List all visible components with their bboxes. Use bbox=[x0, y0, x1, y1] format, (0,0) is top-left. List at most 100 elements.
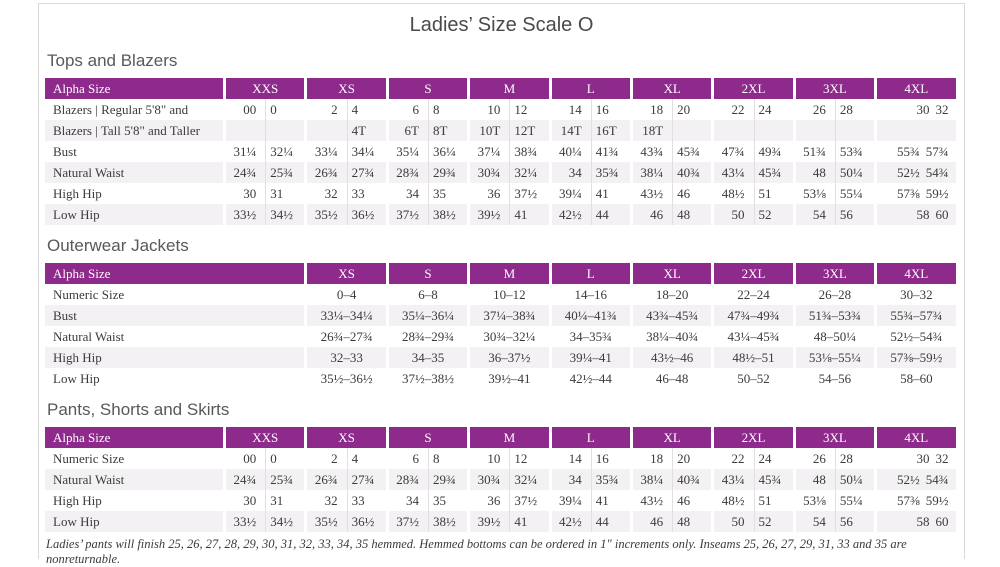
footnote-text: Ladies’ pants will finish 25, 26, 27, 28… bbox=[46, 537, 907, 566]
size-range-cell: 48½–51 bbox=[714, 347, 793, 368]
size-value: 54¾ bbox=[925, 165, 949, 180]
table-row: Natural Waist 24¾ 25¾ 26¾ 27¾ 28¾ 29¾ 30¾ 32¼ 34 3… bbox=[45, 469, 958, 490]
row-label-cell: Low Hip bbox=[53, 371, 100, 386]
size-range-cell: 39¼–41 bbox=[551, 347, 630, 368]
size-header-cell: 4XL bbox=[877, 78, 956, 99]
table-row: High Hip 32–33 34–35 36–37½ 39¼–41 43½–46 48½–… bbox=[45, 347, 958, 368]
table-row: High Hip 30 31 32 33 34 35 36 37½ 39¼ 41 43½ 46 48½ 51… bbox=[45, 183, 958, 204]
size-pair-cell: 28¾ 29¾ bbox=[388, 469, 468, 490]
size-value: 28 bbox=[834, 448, 874, 469]
size-pair-cell: 33¼ 34¼ bbox=[307, 141, 385, 162]
size-value: 12 bbox=[509, 448, 548, 469]
size-value: 8 bbox=[427, 448, 467, 469]
size-pair-cell: 36 37½ bbox=[470, 183, 548, 204]
size-pair-cell: 50 52 bbox=[714, 204, 793, 225]
size-value: 27¾ bbox=[346, 162, 386, 183]
size-value: 14T bbox=[560, 123, 582, 138]
size-value: 52 bbox=[753, 204, 793, 225]
size-value: 0 bbox=[265, 448, 304, 469]
size-pair-cell: 14 16 bbox=[552, 448, 630, 469]
size-header-cell: S bbox=[388, 263, 468, 284]
size-value: 60 bbox=[935, 514, 949, 529]
size-pair-cell: 57⅜ 59½ bbox=[877, 183, 955, 204]
size-pair-cell: 26 28 bbox=[796, 448, 874, 469]
size-pair-cell: 58 60 bbox=[877, 204, 956, 225]
size-value: 52½ bbox=[897, 472, 920, 487]
size-pair-cell: 30 32 bbox=[877, 448, 955, 469]
size-header-cell: 4XL bbox=[877, 263, 956, 284]
size-pair-cell: 26¾ 27¾ bbox=[307, 469, 386, 490]
size-value: 34½ bbox=[265, 511, 304, 532]
section-pants: Pants, Shorts and Skirts Alpha Size XXS XS S… bbox=[45, 400, 958, 532]
size-value: 6 bbox=[412, 451, 419, 466]
size-value: 26 bbox=[812, 102, 826, 117]
size-table-pants: Alpha Size XXS XS S M L XL 2XL 3XL 4XL Numeric Siz… bbox=[45, 427, 958, 532]
size-range-cell: 28¾–29¾ bbox=[401, 329, 454, 344]
size-pair-cell: 34 35¾ bbox=[551, 469, 630, 490]
size-pair-cell: 10 12 bbox=[470, 448, 548, 469]
size-value: 27¾ bbox=[346, 469, 386, 490]
size-pair-cell: 24¾ 25¾ bbox=[226, 469, 305, 490]
size-value: 36 bbox=[487, 493, 501, 508]
size-range-cell: 22–24 bbox=[737, 287, 770, 302]
size-range-cell: 30¾–32¼ bbox=[483, 329, 536, 344]
size-value: 18 bbox=[650, 102, 664, 117]
size-value: 16T bbox=[590, 120, 630, 141]
size-pair-cell: 39½ 41 bbox=[470, 511, 549, 532]
table-row: Bust 33¼–34¼ 35¼–36¼ 37¼–38¾ 40¼–41¾ 43¾–45¾ 4… bbox=[45, 305, 958, 326]
table-row: Bust 31¼ 32¼ 33¼ 34¼ 35¼ 36¼ 37¼ 38¾ 40¼ 41¾ 43¾ 45¾… bbox=[45, 141, 958, 162]
size-value: 60 bbox=[935, 207, 949, 222]
size-pair-cell: 33½ 34½ bbox=[226, 511, 305, 532]
size-pair-cell: 36 37½ bbox=[470, 490, 548, 511]
size-range-cell: 43¼–45¾ bbox=[727, 329, 780, 344]
size-value: 30 bbox=[916, 451, 930, 466]
size-header-cell: XL bbox=[632, 78, 712, 99]
size-pair-cell: 54 56 bbox=[795, 204, 875, 225]
size-value: 32 bbox=[935, 451, 949, 466]
size-value bbox=[672, 120, 711, 141]
size-value bbox=[265, 120, 304, 141]
size-value: 45¾ bbox=[753, 469, 793, 490]
size-range-cell: 55¾–57¾ bbox=[877, 305, 956, 326]
size-pair-cell: 43½ 46 bbox=[633, 490, 711, 511]
size-pair-cell: 51¾ 53¾ bbox=[796, 141, 874, 162]
size-pair-cell: 18 20 bbox=[633, 99, 711, 120]
size-pair-cell: 31¼ 32¼ bbox=[226, 141, 304, 162]
size-value: 43¼ bbox=[721, 165, 745, 180]
size-value: 57⅜ bbox=[897, 186, 920, 201]
size-pair-cell: 35¼ 36¼ bbox=[389, 141, 467, 162]
size-pair-cell: 38¼ 40¾ bbox=[632, 162, 712, 183]
size-range-cell: 42½–44 bbox=[569, 371, 612, 386]
size-pair-cell: 28¾ 29¾ bbox=[388, 162, 468, 183]
size-pair-cell: 39¼ 41 bbox=[552, 490, 630, 511]
size-header-cell: 2XL bbox=[714, 427, 793, 448]
size-value: 28¾ bbox=[396, 472, 419, 487]
size-value: 54¾ bbox=[925, 472, 949, 487]
size-value: 20 bbox=[672, 448, 711, 469]
size-header-cell: L bbox=[551, 78, 630, 99]
size-pair-cell: 58 60 bbox=[877, 511, 956, 532]
size-value: 42½ bbox=[559, 207, 582, 222]
size-value: 34½ bbox=[265, 204, 304, 225]
size-value: 40¼ bbox=[559, 144, 582, 159]
size-value: 43½ bbox=[640, 186, 664, 201]
size-value: 24 bbox=[753, 99, 793, 120]
size-range-cell: 35¼–36¼ bbox=[388, 305, 468, 326]
size-pair-cell: 42½ 44 bbox=[551, 511, 630, 532]
size-pair-cell: 35½ 36½ bbox=[307, 511, 386, 532]
size-pair-cell: 43¼ 45¾ bbox=[714, 469, 793, 490]
size-pair-cell: 26¾ 27¾ bbox=[307, 162, 386, 183]
table-row: Natural Waist 24¾ 25¾ 26¾ 27¾ 28¾ 29¾ 30¾ 32¼ 34 3… bbox=[45, 162, 958, 183]
size-value bbox=[796, 120, 835, 141]
size-value: 29¾ bbox=[427, 469, 467, 490]
size-range-cell: 37½–38½ bbox=[401, 371, 454, 386]
size-pair-cell: 14T 16T bbox=[551, 120, 630, 141]
size-header-cell: XS bbox=[307, 78, 386, 99]
size-value bbox=[226, 120, 265, 141]
size-range-cell: 43½–46 bbox=[632, 347, 712, 368]
table-row: High Hip 30 31 32 33 34 35 36 37½ 39¼ 41 43½ 46 48½ 51… bbox=[45, 490, 958, 511]
size-value: 53¾ bbox=[834, 141, 874, 162]
size-value: 25¾ bbox=[265, 162, 304, 183]
size-range-cell: 34–35 bbox=[388, 347, 468, 368]
